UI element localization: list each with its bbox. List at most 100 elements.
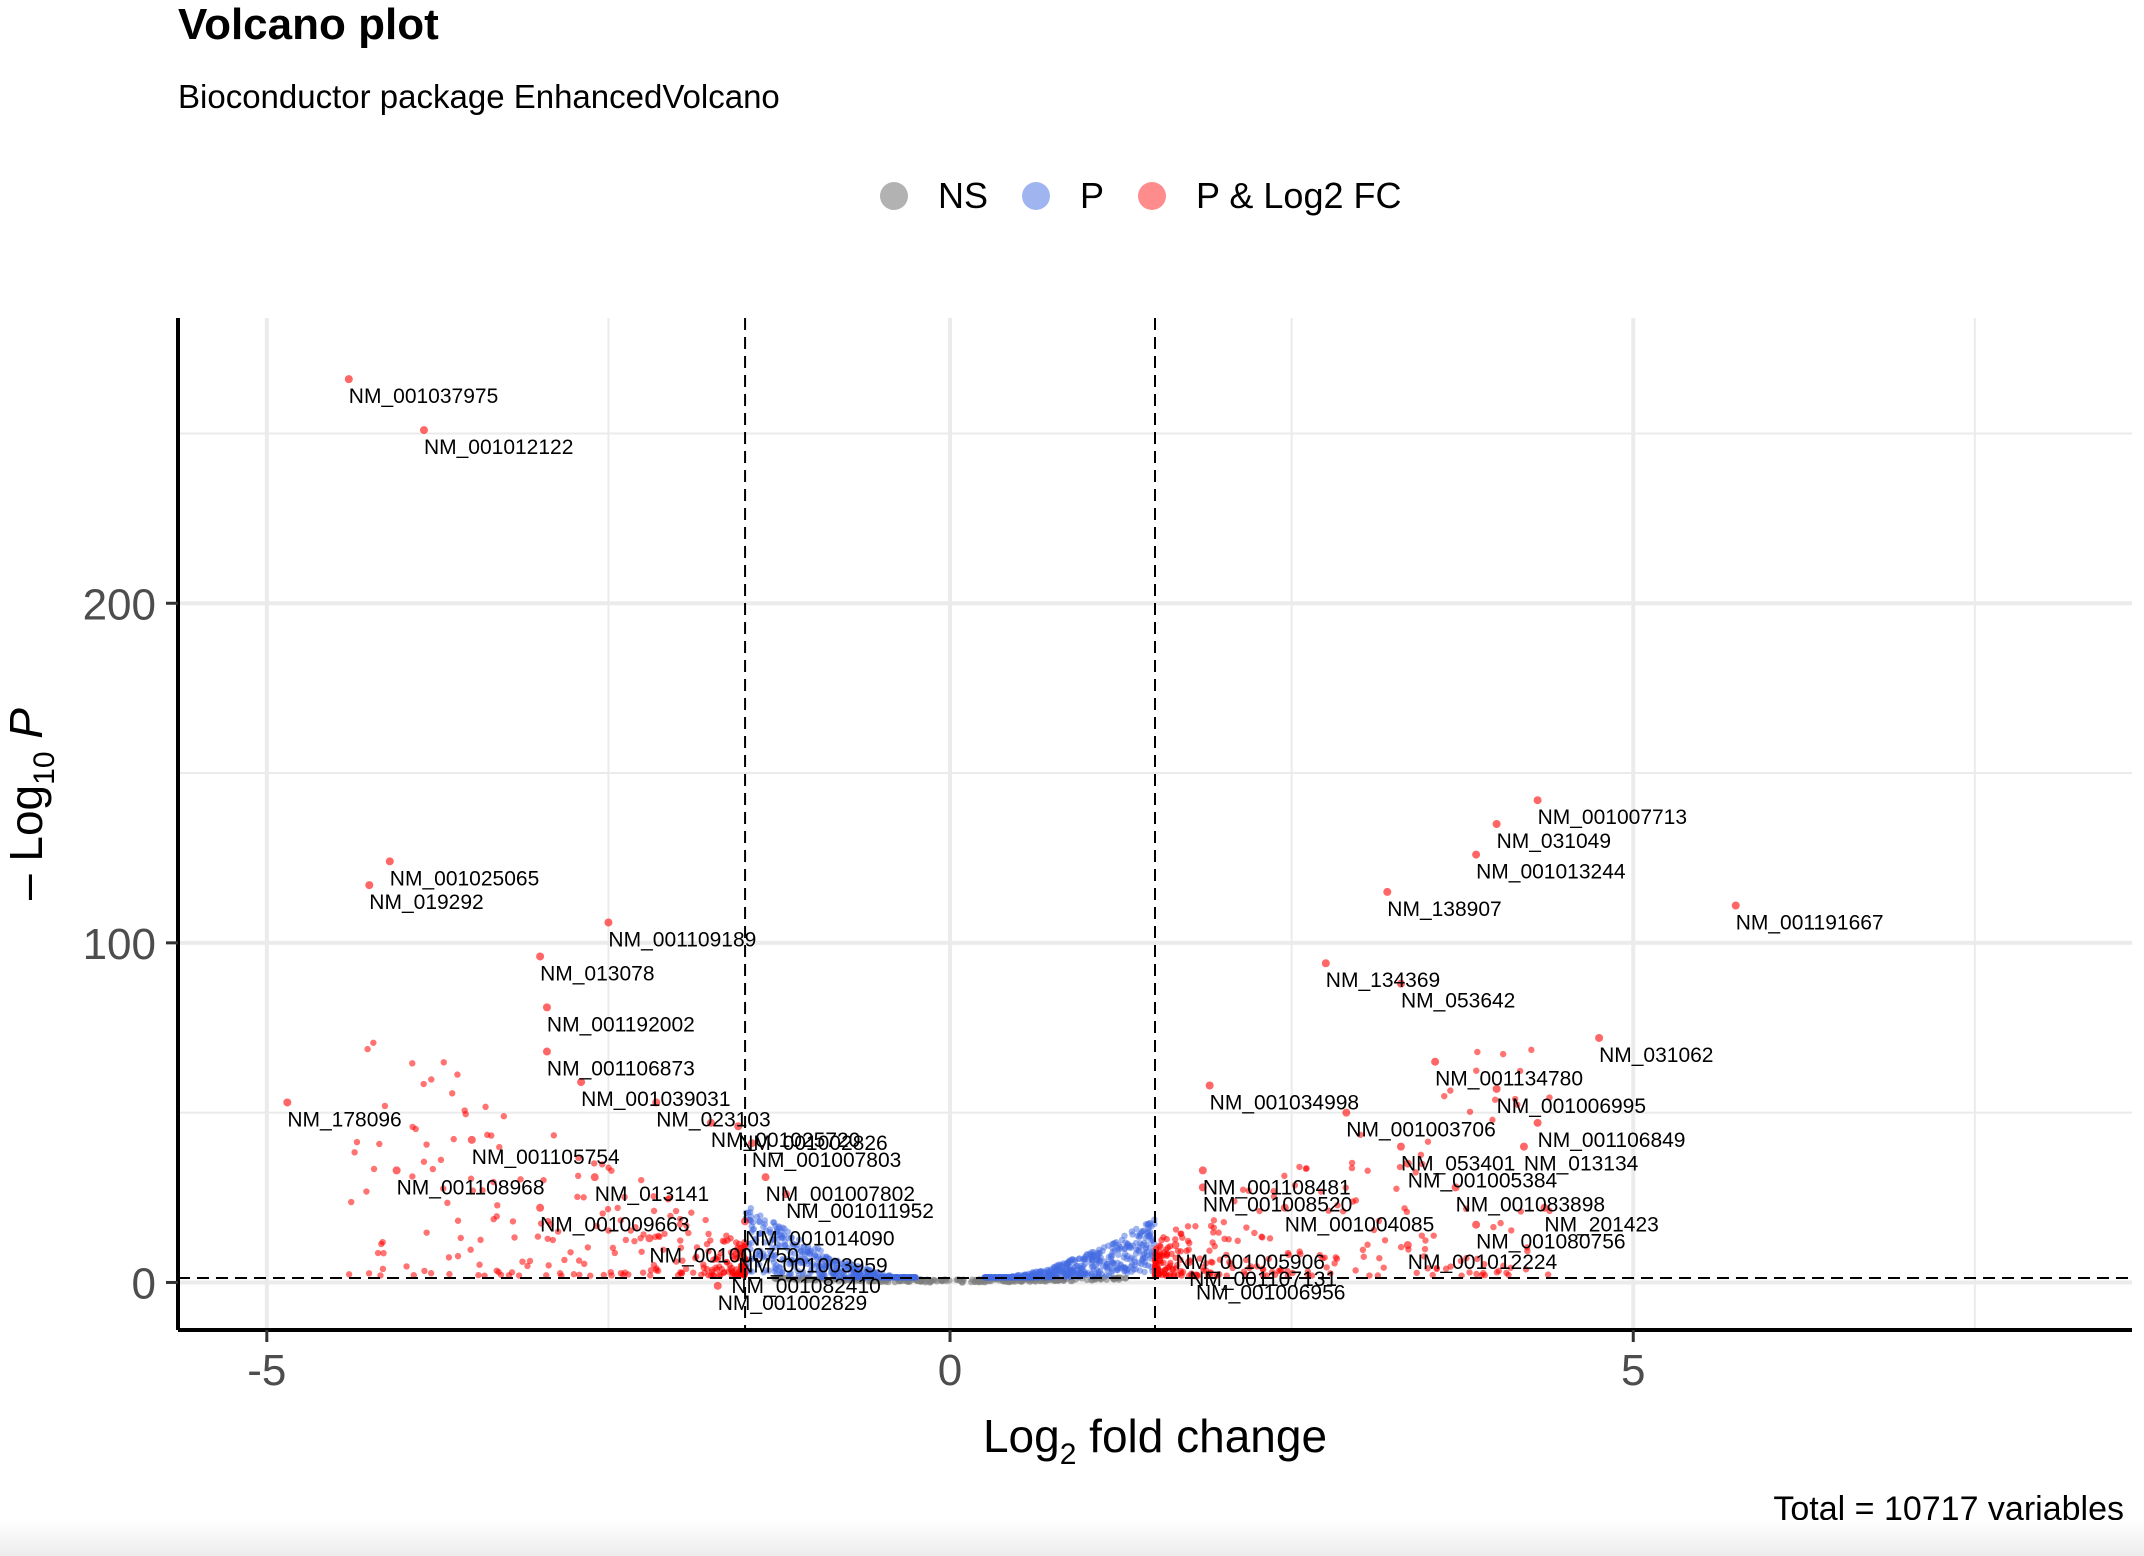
point-1565 xyxy=(428,1076,435,1083)
labeled-point-23 xyxy=(727,1264,736,1273)
point-617 xyxy=(800,1268,807,1276)
point-1266 xyxy=(677,1215,684,1223)
labeled-point-25 xyxy=(1533,796,1542,805)
point-1080 xyxy=(823,1263,830,1270)
labeled-point-24 xyxy=(713,1281,722,1290)
point-1353 xyxy=(692,1254,699,1262)
point-1197 xyxy=(1491,1096,1499,1103)
point-1453 xyxy=(1185,1246,1192,1253)
point-1446 xyxy=(1210,1229,1217,1236)
point-1484 xyxy=(488,1132,495,1139)
legend-item-p: P xyxy=(1022,175,1104,217)
labeled-point-19 xyxy=(761,1173,770,1182)
point-label-14: NM_013141 xyxy=(595,1183,709,1206)
y-tick-label-0: 0 xyxy=(132,1259,156,1308)
point-1576 xyxy=(673,1258,680,1265)
point-1520 xyxy=(1167,1259,1174,1267)
point-1176 xyxy=(403,1263,410,1270)
point-1448 xyxy=(1517,1208,1525,1215)
point-1339 xyxy=(409,1173,416,1180)
point-1407 xyxy=(605,1227,612,1234)
volcano-plot: NM_001037975 NM_001012122 NM_001025065 NM_0… xyxy=(0,318,2132,1471)
point-label-10: NM_001025720 xyxy=(711,1129,860,1152)
labeled-point-44 xyxy=(1540,1203,1549,1212)
point-1626 xyxy=(707,1237,714,1244)
labeled-point-13 xyxy=(392,1166,401,1175)
labeled-point-32 xyxy=(1595,1033,1604,1042)
point-1516 xyxy=(712,1264,719,1271)
point-1017 xyxy=(817,1256,824,1263)
point-1411 xyxy=(519,1258,526,1265)
point-1434 xyxy=(1522,1266,1530,1273)
point-1257 xyxy=(370,1165,378,1173)
point-1634 xyxy=(732,1239,740,1246)
point-1168 xyxy=(429,1165,437,1173)
labeled-point-49 xyxy=(1185,1258,1194,1267)
point-label-12: NM_001105754 xyxy=(472,1146,620,1169)
point-1216 xyxy=(496,1143,503,1151)
point-946 xyxy=(747,1209,754,1216)
labeled-point-22 xyxy=(734,1244,743,1253)
point-1619 xyxy=(1302,1165,1310,1172)
point-1311 xyxy=(1357,1131,1364,1138)
point-label-24: NM_001002829 xyxy=(718,1292,867,1315)
legend-item-ns: NS xyxy=(880,175,988,217)
point-1642 xyxy=(1397,1243,1405,1251)
point-1419 xyxy=(500,1113,508,1120)
point-1258 xyxy=(381,1102,389,1110)
point-1594 xyxy=(1223,1251,1230,1259)
point-1128 xyxy=(760,1252,767,1260)
point-1207 xyxy=(599,1210,606,1217)
point-label-8: NM_001039031 xyxy=(581,1088,730,1111)
point-1529 xyxy=(524,1262,531,1270)
point-label-46: NM_001080756 xyxy=(1476,1231,1625,1254)
point-915 xyxy=(777,1242,784,1249)
point-label-1: NM_001012122 xyxy=(424,436,573,459)
point-1388 xyxy=(702,1216,709,1224)
point-1497 xyxy=(674,1272,682,1279)
point-label-26: NM_031049 xyxy=(1497,830,1611,853)
labeled-point-0 xyxy=(344,375,353,384)
point-1131 xyxy=(747,1245,754,1253)
point-1106 xyxy=(1037,1272,1044,1279)
point-1451 xyxy=(1457,1257,1465,1265)
labeled-point-9 xyxy=(652,1098,661,1107)
point-label-38: NM_013134 xyxy=(1524,1153,1639,1176)
point-1643 xyxy=(1447,1087,1454,1094)
point-1164 xyxy=(482,1103,489,1111)
point-1212 xyxy=(1380,1264,1387,1271)
point-1489 xyxy=(1505,1271,1512,1279)
point-1096 xyxy=(1110,1240,1117,1247)
point-1007 xyxy=(814,1245,822,1252)
point-1057 xyxy=(823,1255,830,1262)
labeled-point-26 xyxy=(1492,820,1501,828)
point-921 xyxy=(1088,1271,1095,1278)
point-label-7: NM_001106873 xyxy=(547,1058,695,1081)
point-label-0: NM_001037975 xyxy=(349,385,498,408)
labeled-point-39 xyxy=(1396,1142,1405,1151)
point-1315 xyxy=(1508,1227,1515,1234)
point-920 xyxy=(1096,1246,1103,1253)
point-1133 xyxy=(1133,1246,1140,1253)
point-1645 xyxy=(1226,1260,1234,1268)
point-1166 xyxy=(1266,1235,1274,1242)
point-1389 xyxy=(540,1176,547,1184)
point-label-16: NM_001000750 xyxy=(649,1244,798,1267)
labeled-point-48 xyxy=(1403,1241,1412,1250)
point-1229 xyxy=(660,1246,667,1253)
point-label-2: NM_001025065 xyxy=(390,867,539,890)
point-1620 xyxy=(1342,1184,1349,1191)
point-1550 xyxy=(1284,1267,1291,1275)
point-1247 xyxy=(449,1090,456,1097)
point-1356 xyxy=(1429,1271,1436,1279)
point-1542 xyxy=(1442,1265,1450,1272)
point-1334 xyxy=(1325,1207,1332,1214)
point-1276 xyxy=(549,1236,557,1244)
point-1126 xyxy=(786,1260,793,1268)
point-1639 xyxy=(1376,1254,1383,1262)
point-1609 xyxy=(1364,1167,1371,1174)
point-1157 xyxy=(800,1248,807,1256)
point-1299 xyxy=(1285,1251,1292,1259)
point-1008 xyxy=(1109,1249,1116,1256)
point-1661 xyxy=(672,1207,680,1215)
